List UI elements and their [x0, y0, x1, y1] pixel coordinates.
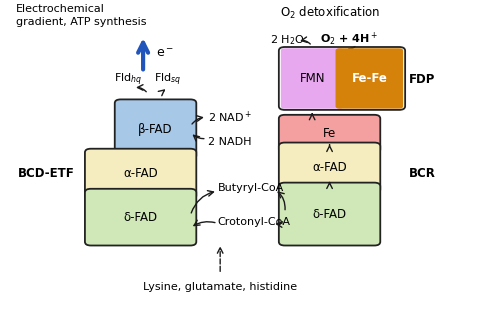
- Text: e$^-$: e$^-$: [156, 47, 174, 60]
- Text: δ-FAD: δ-FAD: [124, 211, 158, 224]
- FancyBboxPatch shape: [85, 189, 196, 245]
- Text: α-FAD: α-FAD: [123, 168, 158, 180]
- Text: Electrochemical
gradient, ATP synthesis: Electrochemical gradient, ATP synthesis: [16, 4, 147, 27]
- Text: FDP: FDP: [409, 73, 436, 86]
- Text: Crotonyl-CoA: Crotonyl-CoA: [218, 217, 290, 227]
- Text: BCR: BCR: [409, 168, 436, 180]
- FancyBboxPatch shape: [279, 142, 380, 193]
- Text: α-FAD: α-FAD: [312, 161, 347, 174]
- Text: Fe: Fe: [323, 128, 336, 141]
- Text: O$_2$ detoxification: O$_2$ detoxification: [280, 4, 380, 21]
- Text: Fld$_{hq}$: Fld$_{hq}$: [114, 71, 142, 88]
- Text: Lysine, glutamate, histidine: Lysine, glutamate, histidine: [143, 282, 297, 292]
- FancyBboxPatch shape: [85, 149, 196, 199]
- Text: Fe-Fe: Fe-Fe: [352, 72, 388, 85]
- Text: δ-FAD: δ-FAD: [312, 207, 346, 220]
- FancyBboxPatch shape: [279, 183, 380, 245]
- Text: BCD-ETF: BCD-ETF: [18, 168, 74, 180]
- Text: 2 NAD$^+$: 2 NAD$^+$: [208, 109, 252, 125]
- Text: Butyryl-CoA: Butyryl-CoA: [218, 183, 284, 193]
- Text: O$_2$ + 4H$^+$: O$_2$ + 4H$^+$: [320, 31, 378, 49]
- FancyBboxPatch shape: [115, 100, 196, 159]
- Text: β-FAD: β-FAD: [138, 123, 173, 136]
- FancyBboxPatch shape: [279, 115, 380, 153]
- Text: Fld$_{sq}$: Fld$_{sq}$: [154, 71, 182, 88]
- FancyBboxPatch shape: [336, 48, 403, 109]
- Text: FMN: FMN: [300, 72, 325, 85]
- FancyBboxPatch shape: [281, 48, 344, 109]
- Text: 2 H$_2$O: 2 H$_2$O: [270, 33, 304, 47]
- Text: 2 NADH: 2 NADH: [208, 137, 251, 146]
